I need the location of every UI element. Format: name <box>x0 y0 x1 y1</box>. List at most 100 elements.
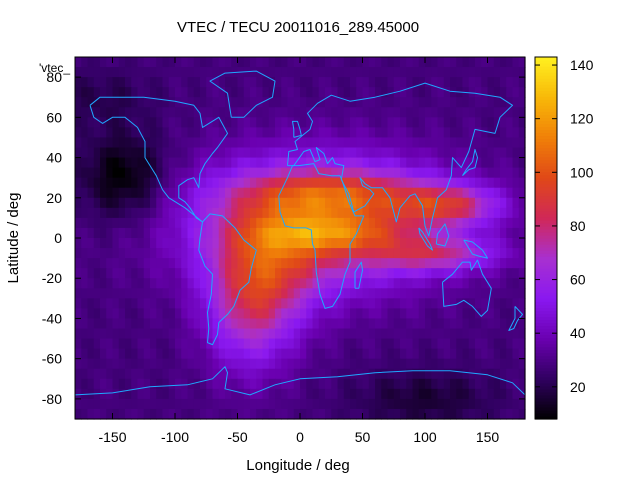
heatmap-cell <box>300 117 307 128</box>
heatmap-cell <box>518 298 526 309</box>
heatmap-cell <box>318 197 326 209</box>
heatmap-cell <box>406 368 414 380</box>
heatmap-cell <box>200 318 207 330</box>
heatmap-cell <box>393 348 401 360</box>
heatmap-cell <box>118 207 126 219</box>
heatmap-cell <box>512 157 520 169</box>
heatmap-cell <box>168 97 176 108</box>
heatmap-cell <box>156 97 164 108</box>
heatmap-cell <box>256 248 264 259</box>
heatmap-cell <box>281 278 289 289</box>
heatmap-cell <box>481 197 489 209</box>
heatmap-cell <box>318 217 326 229</box>
heatmap-cell <box>275 127 282 139</box>
heatmap-cell <box>156 67 164 78</box>
heatmap-cell <box>287 388 295 400</box>
heatmap-cell <box>243 87 251 98</box>
heatmap-cell <box>75 157 82 169</box>
colorbar-strip <box>535 141 557 146</box>
heatmap-cell <box>381 137 389 149</box>
heatmap-cell <box>475 97 482 108</box>
heatmap-cell <box>512 248 520 259</box>
heatmap-cell <box>506 167 514 179</box>
colorbar-strip <box>535 219 557 224</box>
heatmap-cell <box>306 298 314 309</box>
heatmap-cell <box>75 408 82 420</box>
heatmap-cell <box>87 378 95 390</box>
heatmap-cell <box>193 177 201 189</box>
heatmap-cell <box>118 358 126 370</box>
heatmap-cell <box>387 107 395 118</box>
colorbar-tick-label: 40 <box>570 325 586 341</box>
heatmap-cell <box>325 97 332 108</box>
heatmap-cell <box>306 328 314 340</box>
colorbar-strip <box>535 87 557 91</box>
heatmap-cell <box>350 157 357 169</box>
heatmap-cell <box>456 238 464 249</box>
heatmap-cell <box>231 197 239 209</box>
heatmap-cell <box>156 107 164 118</box>
heatmap-cell <box>468 217 476 229</box>
heatmap-cell <box>162 87 170 98</box>
heatmap-cell <box>156 187 164 199</box>
heatmap-cell <box>481 157 489 169</box>
heatmap-cell <box>356 358 364 370</box>
heatmap-cell <box>137 268 145 279</box>
coast-africa <box>278 163 365 309</box>
heatmap-cell <box>87 117 95 128</box>
heatmap-cell <box>318 408 326 420</box>
heatmap-cell <box>487 67 495 78</box>
heatmap-cell <box>206 157 214 169</box>
heatmap-cell <box>250 368 257 380</box>
heatmap-cell <box>506 97 514 108</box>
heatmap-cell <box>93 298 101 309</box>
heatmap-cell <box>481 358 489 370</box>
heatmap-cell <box>506 248 514 259</box>
heatmap-cell <box>325 197 332 209</box>
heatmap-cell <box>475 107 482 118</box>
heatmap-cell <box>306 77 314 88</box>
heatmap-cell <box>506 207 514 219</box>
heatmap-cell <box>487 197 495 209</box>
heatmap-cell <box>250 157 257 169</box>
heatmap-cell <box>400 338 407 350</box>
heatmap-cell <box>256 308 264 320</box>
heatmap-cell <box>500 207 507 219</box>
heatmap-cell <box>306 97 314 108</box>
heatmap-cell <box>156 227 164 239</box>
heatmap-cell <box>287 67 295 78</box>
heatmap-cell <box>225 238 232 249</box>
heatmap-cell <box>512 258 520 269</box>
heatmap-cell <box>331 87 339 98</box>
heatmap-cell <box>93 378 101 390</box>
heatmap-cell <box>443 157 451 169</box>
heatmap-cell <box>125 328 132 340</box>
heatmap-cell <box>137 77 145 88</box>
heatmap-cell <box>443 298 451 309</box>
heatmap-cell <box>337 127 345 139</box>
heatmap-cell <box>331 197 339 209</box>
heatmap-cell <box>400 288 407 299</box>
heatmap-cell <box>200 248 207 259</box>
heatmap-cell <box>75 207 82 219</box>
heatmap-cell <box>237 358 245 370</box>
heatmap-cell <box>262 207 270 219</box>
heatmap-cell <box>375 97 382 108</box>
heatmap-cell <box>181 107 189 118</box>
heatmap-cell <box>118 258 126 269</box>
heatmap-cell <box>468 187 476 199</box>
y-tick-label: 60 <box>46 109 62 125</box>
heatmap-cell <box>381 288 389 299</box>
heatmap-cell <box>456 298 464 309</box>
heatmap-cell <box>156 57 164 68</box>
heatmap-cell <box>225 117 232 128</box>
heatmap-cell <box>243 57 251 68</box>
heatmap-cell <box>287 408 295 420</box>
heatmap-cell <box>181 238 189 249</box>
heatmap-cell <box>350 67 357 78</box>
heatmap-cell <box>443 238 451 249</box>
heatmap-cell <box>475 388 482 400</box>
heatmap-cell <box>406 388 414 400</box>
heatmap-cell <box>75 97 82 108</box>
heatmap-cell <box>331 258 339 269</box>
